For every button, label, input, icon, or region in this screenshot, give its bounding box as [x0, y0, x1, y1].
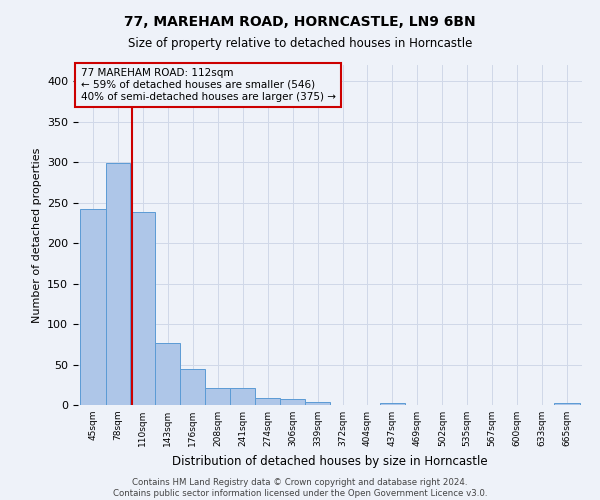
Bar [280, 400, 305, 405]
Text: 77, MAREHAM ROAD, HORNCASTLE, LN9 6BN: 77, MAREHAM ROAD, HORNCASTLE, LN9 6BN [124, 15, 476, 29]
Bar [181, 368, 205, 405]
Bar [155, 344, 181, 405]
Bar [305, 402, 331, 405]
Bar [80, 209, 106, 405]
Bar [256, 398, 280, 405]
Bar [380, 402, 404, 405]
Bar [554, 402, 580, 405]
Bar [230, 388, 256, 405]
X-axis label: Distribution of detached houses by size in Horncastle: Distribution of detached houses by size … [172, 454, 488, 468]
Bar [205, 388, 230, 405]
Text: Contains HM Land Registry data © Crown copyright and database right 2024.
Contai: Contains HM Land Registry data © Crown c… [113, 478, 487, 498]
Bar [130, 212, 155, 405]
Text: 77 MAREHAM ROAD: 112sqm
← 59% of detached houses are smaller (546)
40% of semi-d: 77 MAREHAM ROAD: 112sqm ← 59% of detache… [80, 68, 335, 102]
Bar [106, 163, 130, 405]
Text: Size of property relative to detached houses in Horncastle: Size of property relative to detached ho… [128, 38, 472, 51]
Y-axis label: Number of detached properties: Number of detached properties [32, 148, 41, 322]
